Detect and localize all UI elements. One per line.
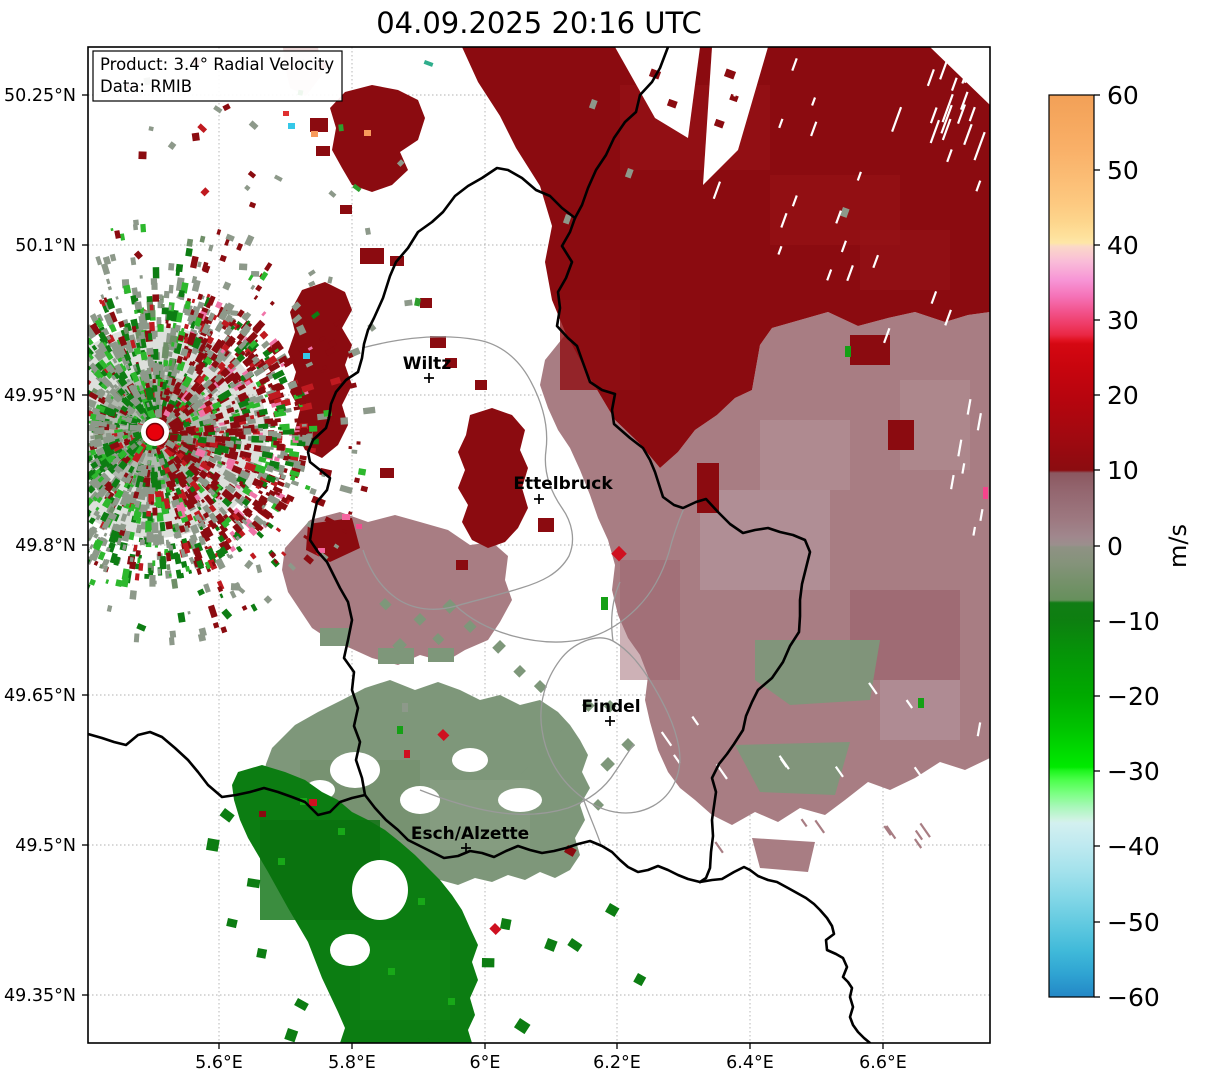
cb-tick: 40 [1107, 231, 1139, 260]
cb-tick: −10 [1107, 607, 1160, 636]
city-marker-wiltz [424, 373, 434, 383]
lon-tick-label: 6.4°E [726, 1053, 774, 1073]
speckle-layer [91, 56, 988, 1043]
velocity-region-darkred [462, 47, 990, 468]
city-label-ettelbruck: Ettelbruck [513, 474, 613, 494]
lat-tick-label: 49.65°N [4, 686, 76, 706]
colorbar-tick-marks [1094, 94, 1100, 998]
cb-tick: −30 [1107, 757, 1160, 786]
internal-borders [361, 336, 685, 846]
cb-tick: 0 [1107, 532, 1123, 561]
figure-title: 04.09.2025 20:16 UTC [376, 6, 702, 40]
lon-tick-label: 5.8°E [328, 1053, 376, 1073]
cb-tick: −40 [1107, 832, 1160, 861]
cb-tick: 20 [1107, 381, 1139, 410]
velocity-region-mauve-blob [282, 512, 512, 665]
product-label: Product: 3.4° Radial Velocity [100, 55, 334, 74]
velocity-region-darkgreen [232, 765, 478, 1043]
country-borders [88, 47, 872, 1043]
city-marker-ettelbruck [534, 494, 544, 504]
lat-axis-labels: 50.25°N 50.1°N 49.95°N 49.8°N 49.65°N 49… [4, 86, 76, 1006]
colorbar-gradient [1048, 94, 1095, 998]
product-info-box: Product: 3.4° Radial Velocity Data: RMIB [92, 50, 343, 102]
data-source-label: Data: RMIB [100, 77, 192, 96]
city-marker-findel [605, 716, 615, 726]
radar-noise-field [88, 219, 376, 646]
lon-tick-label: 6.2°E [593, 1053, 641, 1073]
axis-tick-marks [82, 94, 884, 1049]
cb-tick: 10 [1107, 456, 1139, 485]
lat-tick-label: 50.25°N [4, 86, 76, 106]
lat-tick-label: 50.1°N [15, 236, 76, 256]
city-marker-esch [461, 843, 471, 853]
colorbar: 60 50 40 30 20 10 0 −10 −20 −30 −40 −50 … [1048, 81, 1192, 1012]
city-label-esch: Esch/Alzette [411, 824, 529, 844]
lon-tick-label: 6°E [470, 1053, 501, 1073]
streak-layer [660, 57, 986, 854]
cb-tick: −60 [1107, 983, 1160, 1012]
lat-tick-label: 49.5°N [15, 836, 76, 856]
lon-tick-label: 5.6°E [195, 1053, 243, 1073]
cb-tick: 30 [1107, 306, 1139, 335]
city-label-wiltz: Wiltz [403, 354, 452, 374]
cb-tick: −50 [1107, 908, 1160, 937]
lon-tick-label: 6.6°E [859, 1053, 907, 1073]
radar-data-layer: Wiltz Ettelbruck Findel Esch/Alzette [88, 47, 990, 1043]
colorbar-tick-labels: 60 50 40 30 20 10 0 −10 −20 −30 −40 −50 … [1107, 81, 1160, 1012]
lat-tick-label: 49.8°N [15, 536, 76, 556]
lat-tick-label: 49.35°N [4, 986, 76, 1006]
cb-tick: 50 [1107, 156, 1139, 185]
lat-tick-label: 49.95°N [4, 386, 76, 406]
colorbar-unit-label: m/s [1164, 524, 1192, 568]
cb-tick: −20 [1107, 682, 1160, 711]
radar-site-marker [141, 418, 169, 446]
cb-tick: 60 [1107, 81, 1139, 110]
city-annotations: Wiltz Ettelbruck Findel Esch/Alzette [403, 354, 641, 853]
lon-axis-labels: 5.6°E 5.8°E 6°E 6.2°E 6.4°E 6.6°E [195, 1053, 907, 1073]
city-label-findel: Findel [581, 697, 640, 717]
